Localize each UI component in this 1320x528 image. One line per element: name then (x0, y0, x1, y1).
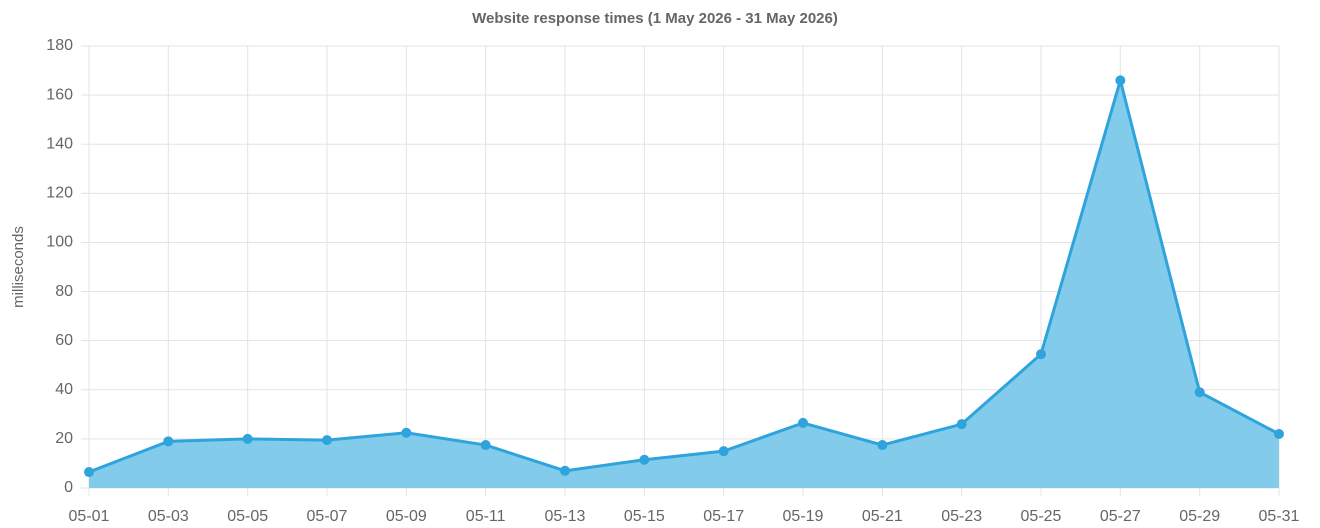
point (242, 433, 253, 444)
area (89, 80, 1279, 488)
point (84, 467, 94, 478)
x-tick-label: 05-21 (862, 508, 903, 525)
point (1115, 75, 1126, 86)
point (1274, 428, 1284, 439)
point (956, 419, 967, 430)
point (560, 465, 570, 476)
x-tick-label: 05-15 (624, 508, 665, 525)
line (88, 74, 1280, 474)
y-tick-label: 80 (55, 283, 73, 300)
x-tick-label: 05-27 (1100, 508, 1141, 525)
x-tick-label: 05-19 (783, 508, 824, 525)
y-tick-label: 0 (64, 479, 73, 496)
point (718, 446, 729, 457)
y-tick-label: 40 (55, 381, 73, 398)
y-tick-label: 100 (46, 234, 73, 251)
x-tick-label: 05-01 (69, 508, 110, 525)
y-tick-label: 180 (46, 37, 73, 54)
point (1036, 349, 1046, 360)
x-tick-label: 05-25 (1021, 508, 1062, 525)
point (877, 440, 888, 451)
x-tick-label: 05-11 (466, 508, 506, 525)
point (163, 436, 174, 447)
point (1194, 387, 1205, 398)
x-tick-label: 05-13 (545, 508, 586, 525)
y-tick-label: 60 (55, 332, 73, 349)
point (480, 440, 491, 451)
chart-title: Website response times (1 May 2026 - 31 … (472, 10, 838, 27)
y-tick-label: 160 (46, 86, 73, 103)
point (322, 435, 332, 446)
x-tick-label: 05-05 (227, 508, 268, 525)
y-tick-label: 120 (46, 185, 73, 202)
point (401, 427, 412, 438)
point (639, 454, 650, 465)
x-tick-label: 05-17 (703, 508, 744, 525)
x-tick-label: 05-31 (1259, 508, 1300, 525)
y-tick-label: 20 (55, 430, 73, 447)
x-tick-label: 05-03 (148, 508, 189, 525)
x-tick-label: 05-23 (941, 508, 982, 525)
point (798, 417, 808, 428)
x-tick-label: 05-09 (386, 508, 427, 525)
x-tick-label: 05-07 (307, 508, 348, 525)
y-axis-label: milliseconds (10, 226, 27, 308)
x-tick-label: 05-29 (1179, 508, 1220, 525)
y-tick-label: 140 (46, 135, 73, 152)
